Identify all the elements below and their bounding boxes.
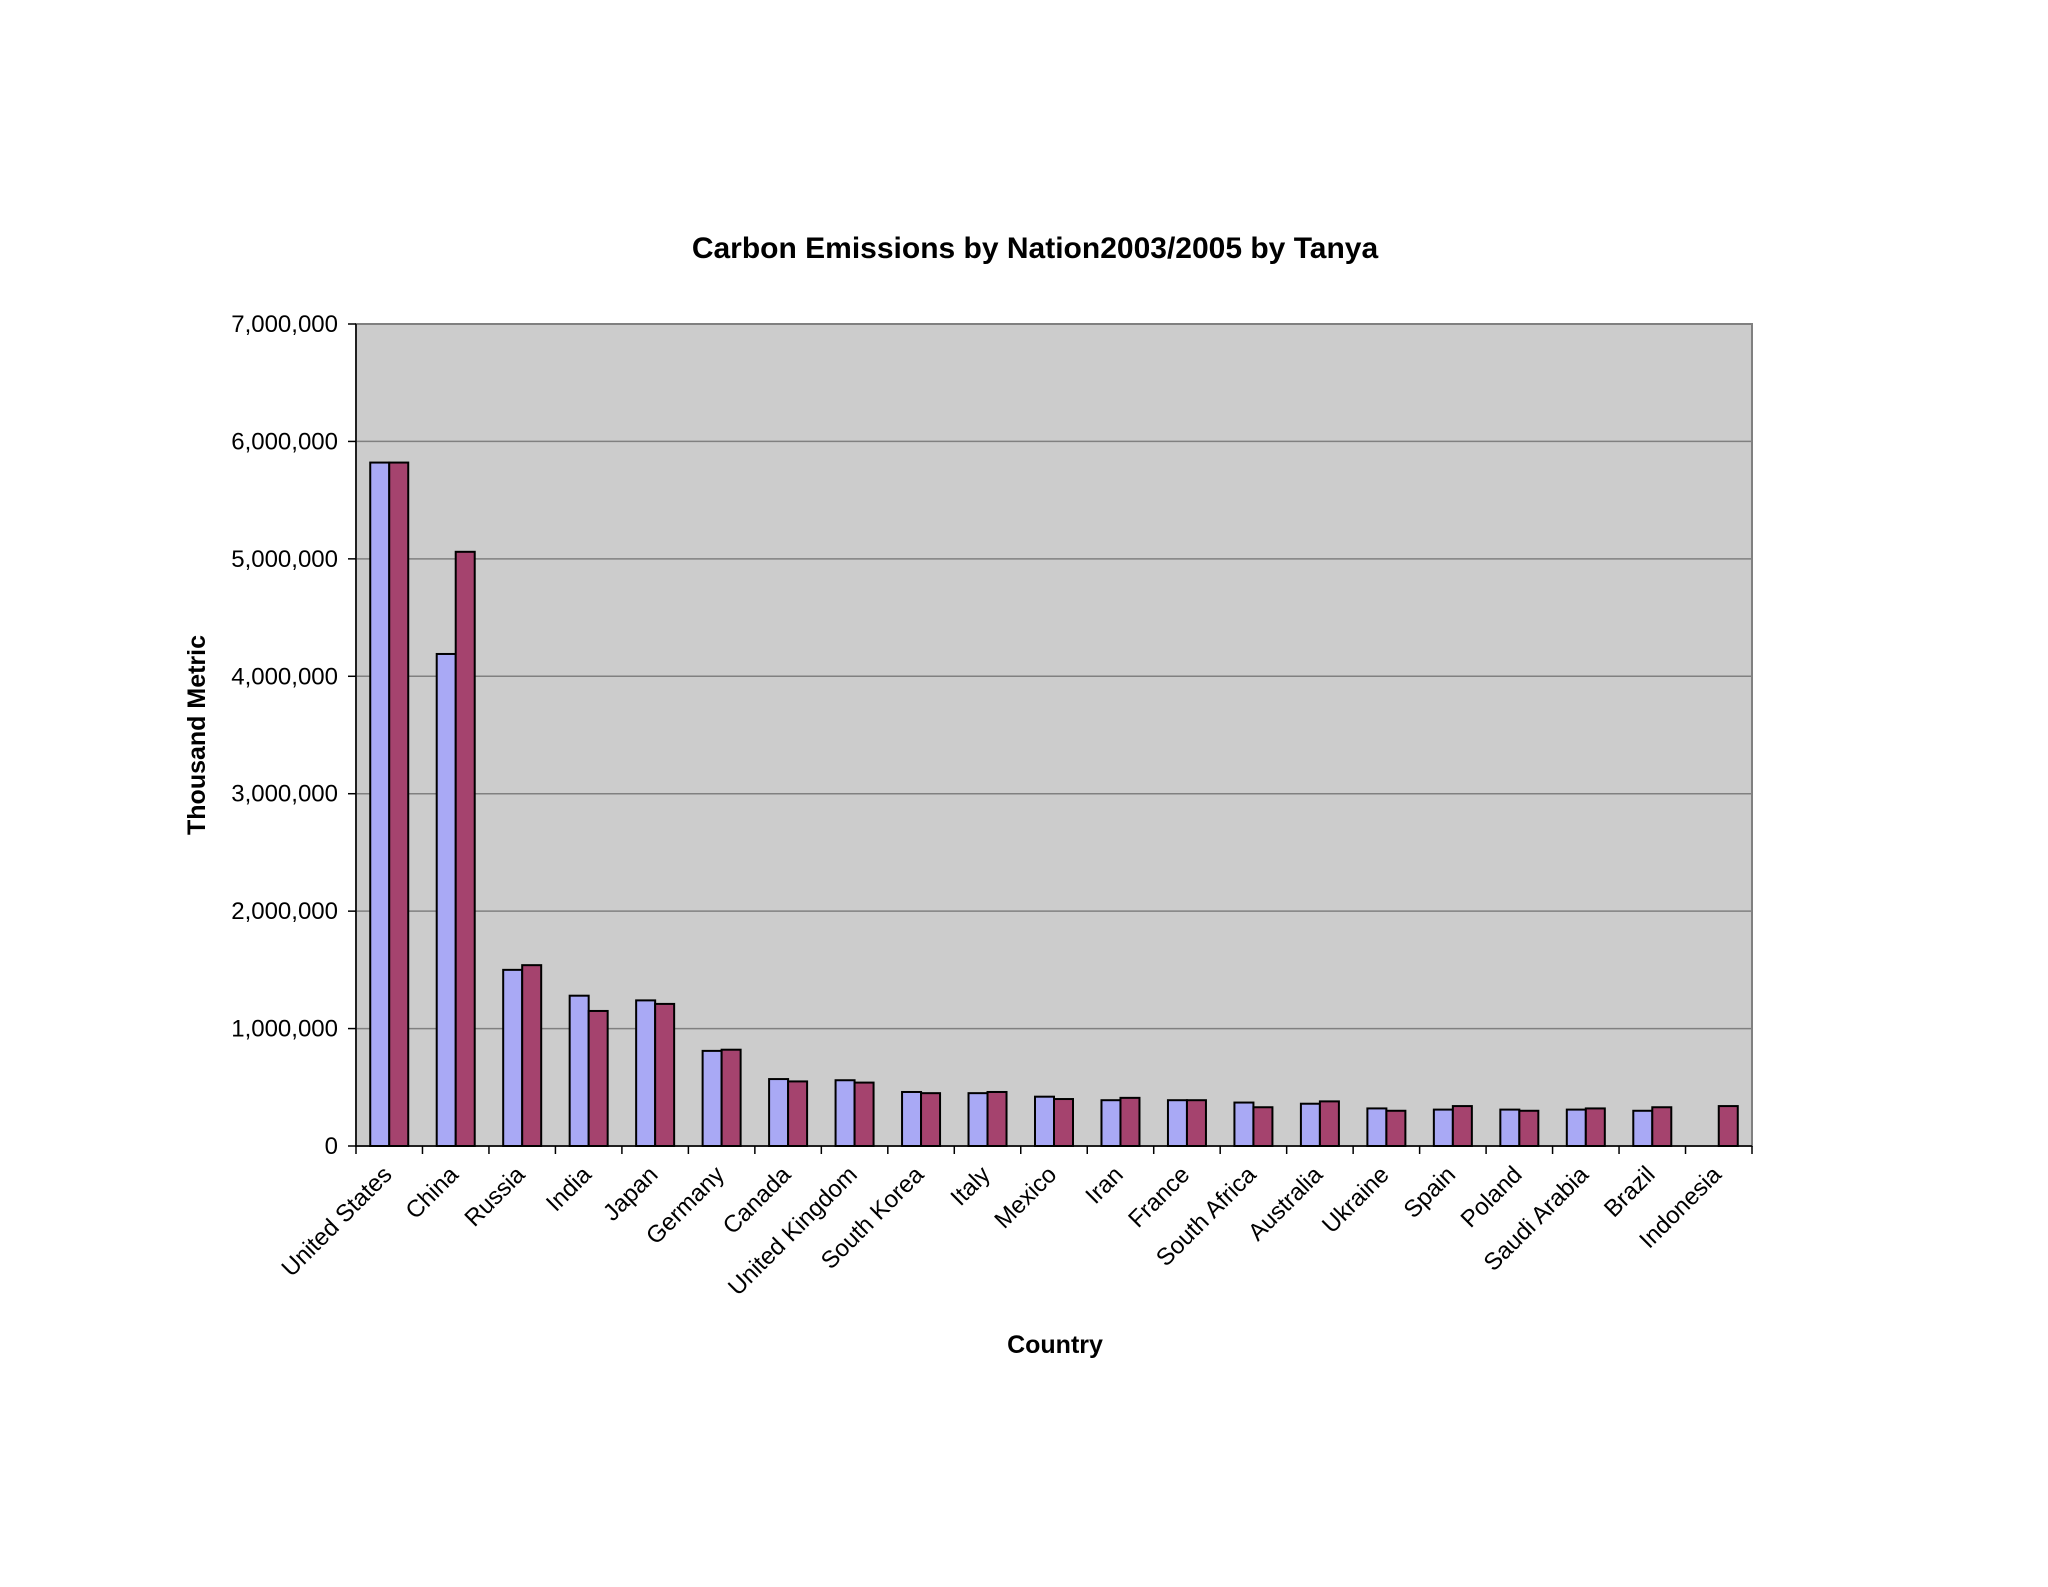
bar — [1100, 1099, 1122, 1148]
x-axis-title: Country — [1007, 1331, 1103, 1359]
x-tick-label: Ukraine — [1317, 1161, 1395, 1239]
bar — [1119, 1096, 1141, 1147]
bar — [1053, 1098, 1074, 1147]
bar — [787, 1080, 809, 1148]
bar — [1451, 1105, 1473, 1148]
bar — [1185, 1099, 1207, 1148]
bar — [635, 999, 657, 1147]
bar — [1233, 1101, 1255, 1147]
bar — [568, 994, 590, 1147]
bar — [986, 1090, 1008, 1148]
bar — [920, 1092, 942, 1147]
x-tick-label: Australia — [1243, 1161, 1329, 1247]
y-tick-label: 5,000,000 — [231, 546, 338, 573]
x-tick-label: India — [541, 1161, 597, 1217]
y-tick-label: 4,000,000 — [231, 663, 338, 690]
x-tick-label: Italy — [946, 1161, 996, 1211]
x-tick-label: Spain — [1399, 1161, 1462, 1224]
bar — [701, 1049, 723, 1147]
bar — [1565, 1108, 1587, 1148]
chart-title: Carbon Emissions by Nation2003/2005 by T… — [692, 232, 1379, 265]
bar — [720, 1048, 742, 1148]
x-tick-label: Mexico — [989, 1161, 1062, 1234]
bar — [1252, 1106, 1274, 1147]
bar — [1385, 1109, 1407, 1148]
y-tick-label: 6,000,000 — [231, 428, 338, 455]
bar — [502, 968, 524, 1147]
bar — [654, 1002, 676, 1148]
y-tick-label: 3,000,000 — [231, 781, 338, 808]
bar — [1034, 1095, 1055, 1148]
plot-area — [355, 323, 1753, 1147]
y-axis: 0 1,000,000 2,000,000 3,000,000 4,000,000 5,0… — [231, 311, 357, 1160]
bar — [1166, 1099, 1188, 1148]
bars — [369, 461, 1739, 1148]
bar — [853, 1081, 875, 1148]
x-tick-label: United States — [276, 1161, 397, 1282]
bar — [435, 652, 457, 1148]
y-tick-label: 1,000,000 — [231, 1016, 338, 1043]
bar — [1499, 1108, 1521, 1148]
bar — [1518, 1109, 1540, 1148]
bar — [587, 1009, 609, 1148]
bar — [1632, 1109, 1654, 1148]
bar — [768, 1078, 790, 1147]
bar — [1366, 1107, 1388, 1147]
bar — [1651, 1106, 1673, 1147]
bar — [834, 1079, 856, 1147]
y-tick-label: 2,000,000 — [231, 898, 338, 925]
x-tick-label: Japan — [598, 1161, 663, 1226]
y-tick-label: 7,000,000 — [231, 311, 338, 338]
bar — [1432, 1108, 1454, 1148]
x-tick-label: Russia — [459, 1161, 530, 1232]
x-tick-label: Brazil — [1599, 1161, 1661, 1223]
gridlines — [356, 440, 1752, 1030]
bar — [1717, 1105, 1739, 1148]
bar — [454, 550, 476, 1147]
y-tick-label: 0 — [325, 1133, 338, 1160]
bar — [521, 964, 543, 1147]
bar — [388, 461, 410, 1147]
bar — [1299, 1102, 1321, 1147]
bar — [1584, 1107, 1606, 1147]
bar — [1318, 1100, 1340, 1148]
x-tick-label: Iran — [1080, 1161, 1128, 1209]
bar — [369, 461, 391, 1147]
bar — [967, 1092, 989, 1147]
bar — [901, 1090, 923, 1148]
y-axis-title: Thousand Metric — [183, 635, 211, 835]
x-tick-label: China — [401, 1161, 465, 1225]
